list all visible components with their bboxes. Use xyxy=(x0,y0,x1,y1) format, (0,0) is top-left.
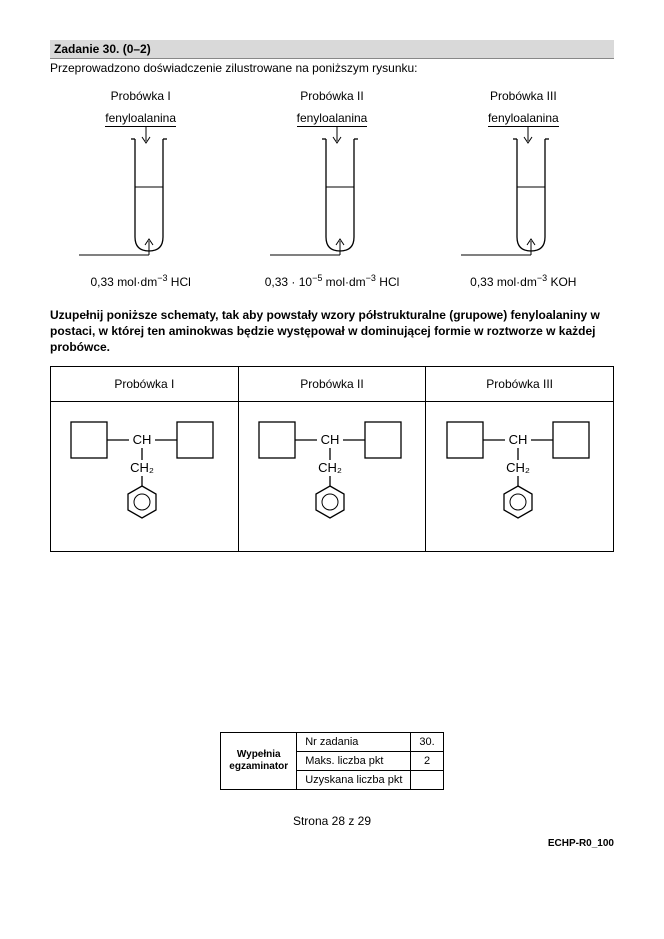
tube-solution-2: 0,33 · 10−5 mol·dm−3 HCl xyxy=(241,273,422,289)
svg-text:CH₂: CH₂ xyxy=(506,460,530,475)
grading-row-label: Uzyskana liczba pkt xyxy=(297,770,411,789)
tube-title-3: Probówka III xyxy=(433,89,614,103)
grading-row-value: 2 xyxy=(411,751,443,770)
grading-filler: Wypełniaegzaminator xyxy=(221,732,297,789)
test-tube-icon xyxy=(262,127,402,267)
tube-reagent-3: fenyloalanina xyxy=(488,111,559,127)
tube-reagent-1: fenyloalanina xyxy=(105,111,176,127)
tube-col-3: Probówka III fenyloalanina 0,33 mol·dm−3… xyxy=(433,89,614,289)
answer-table: Probówka I Probówka II Probówka III CH C… xyxy=(50,366,614,552)
tube-col-2: Probówka II fenyloalanina 0,33 · 10−5 mo… xyxy=(241,89,422,289)
molecule-template-icon: CH CH₂ xyxy=(435,412,605,532)
grading-table: Wypełniaegzaminator Nr zadania 30. Maks.… xyxy=(220,732,443,790)
svg-text:CH: CH xyxy=(508,432,527,447)
answer-header-1: Probówka I xyxy=(51,366,239,401)
tube-col-1: Probówka I fenyloalanina 0,33 mol·dm−3 H… xyxy=(50,89,231,289)
answer-cell-3: CH CH₂ xyxy=(426,401,614,551)
molecule-template-icon: CH CH₂ xyxy=(59,412,229,532)
grading-row-label: Nr zadania xyxy=(297,732,411,751)
doc-code: ECHP-R0_100 xyxy=(50,838,614,849)
task-intro: Przeprowadzono doświadczenie zilustrowan… xyxy=(50,61,614,75)
grading-row-label: Maks. liczba pkt xyxy=(297,751,411,770)
tube-reagent-2: fenyloalanina xyxy=(297,111,368,127)
tube-solution-1: 0,33 mol·dm−3 HCl xyxy=(50,273,231,289)
answer-header-2: Probówka II xyxy=(238,366,426,401)
page-number: Strona 28 z 29 xyxy=(50,814,614,828)
test-tube-icon xyxy=(453,127,593,267)
tube-title-2: Probówka II xyxy=(241,89,422,103)
answer-cell-2: CH CH₂ xyxy=(238,401,426,551)
tube-solution-3: 0,33 mol·dm−3 KOH xyxy=(433,273,614,289)
answer-header-3: Probówka III xyxy=(426,366,614,401)
grading-row-value xyxy=(411,770,443,789)
instruction-text: Uzupełnij poniższe schematy, tak aby pow… xyxy=(50,307,614,356)
svg-text:CH: CH xyxy=(133,432,152,447)
test-tube-icon xyxy=(71,127,211,267)
molecule-template-icon: CH CH₂ xyxy=(247,412,417,532)
answer-cell-1: CH CH₂ xyxy=(51,401,239,551)
tube-title-1: Probówka I xyxy=(50,89,231,103)
grading-row-value: 30. xyxy=(411,732,443,751)
tubes-row: Probówka I fenyloalanina 0,33 mol·dm−3 H… xyxy=(50,89,614,289)
svg-text:CH₂: CH₂ xyxy=(318,460,342,475)
svg-text:CH₂: CH₂ xyxy=(130,460,154,475)
svg-text:CH: CH xyxy=(321,432,340,447)
task-header: Zadanie 30. (0–2) xyxy=(50,40,614,59)
